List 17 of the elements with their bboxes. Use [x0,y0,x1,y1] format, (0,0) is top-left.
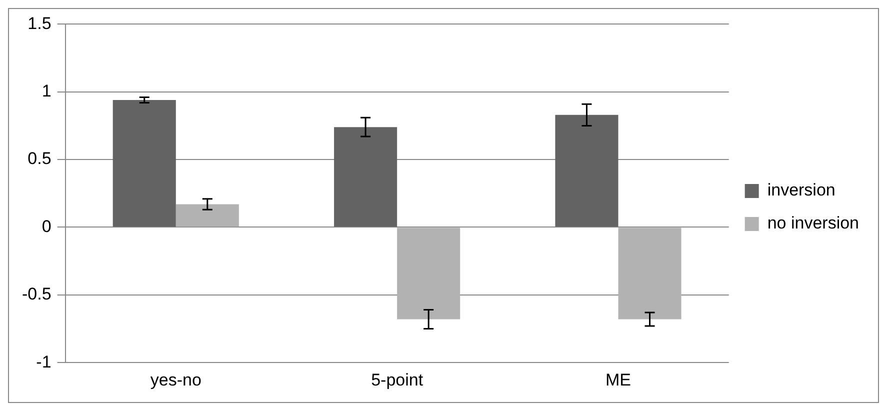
legend-label: inversion [767,180,836,200]
x-tick-label: ME [605,370,631,390]
y-tick-label: 1 [42,82,52,101]
y-tick-label: -1 [36,352,52,372]
x-tick-label: yes-no [150,370,202,390]
bar [618,228,682,320]
bar [176,204,239,227]
y-tick-label: 0 [42,216,52,236]
y-tick-label: 0.5 [28,149,52,168]
bar [334,127,398,227]
x-tick-label: 5-point [371,370,424,390]
y-tick-label: -0.5 [22,284,52,304]
legend-label: no inversion [767,214,860,233]
bar [555,114,618,227]
bar [397,228,460,320]
y-tick-label: 1.5 [28,14,52,33]
bar [112,100,176,227]
